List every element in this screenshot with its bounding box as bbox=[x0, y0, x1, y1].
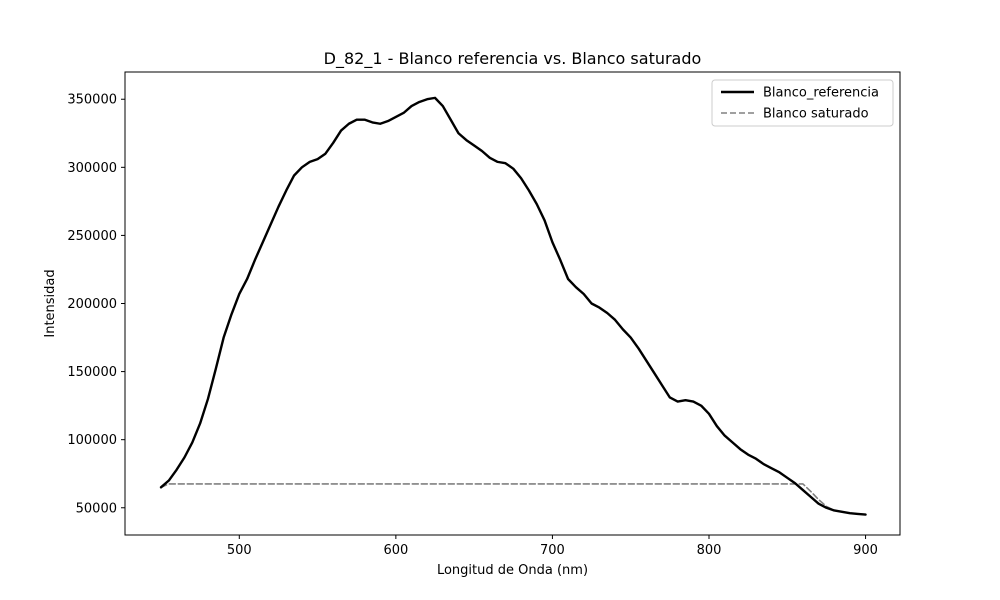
legend-label-0: Blanco_referencia bbox=[763, 86, 879, 101]
chart-title: D_82_1 - Blanco referencia vs. Blanco sa… bbox=[324, 49, 702, 69]
x-tick-label: 500 bbox=[227, 543, 252, 558]
y-axis-label: Intensidad bbox=[43, 269, 58, 337]
y-tick-label: 350000 bbox=[67, 93, 117, 108]
plot-frame bbox=[124, 71, 901, 536]
legend-box bbox=[711, 79, 894, 127]
y-tick-label: 300000 bbox=[67, 161, 117, 176]
y-tick-label: 250000 bbox=[67, 229, 117, 244]
y-tick-label: 150000 bbox=[67, 365, 117, 380]
legend-label-1: Blanco saturado bbox=[763, 107, 869, 122]
series-line-0 bbox=[159, 96, 867, 516]
x-tick-label: 600 bbox=[383, 543, 408, 558]
series-line-1 bbox=[160, 483, 867, 516]
y-tick-label: 100000 bbox=[67, 433, 117, 448]
x-tick-label: 800 bbox=[697, 543, 722, 558]
y-tick-label: 50000 bbox=[76, 501, 117, 516]
x-axis-label: Longitud de Onda (nm) bbox=[437, 563, 588, 578]
x-tick-label: 700 bbox=[540, 543, 565, 558]
y-axis: 50000 100000 150000 200000 250000 300000 35000… bbox=[67, 93, 125, 516]
y-tick-label: 200000 bbox=[67, 297, 117, 312]
plot-area bbox=[159, 96, 867, 516]
legend: Blanco_referencia Blanco saturado bbox=[711, 79, 894, 127]
x-tick-label: 900 bbox=[853, 543, 878, 558]
x-axis: 500 600 700 800 900 bbox=[227, 535, 878, 558]
